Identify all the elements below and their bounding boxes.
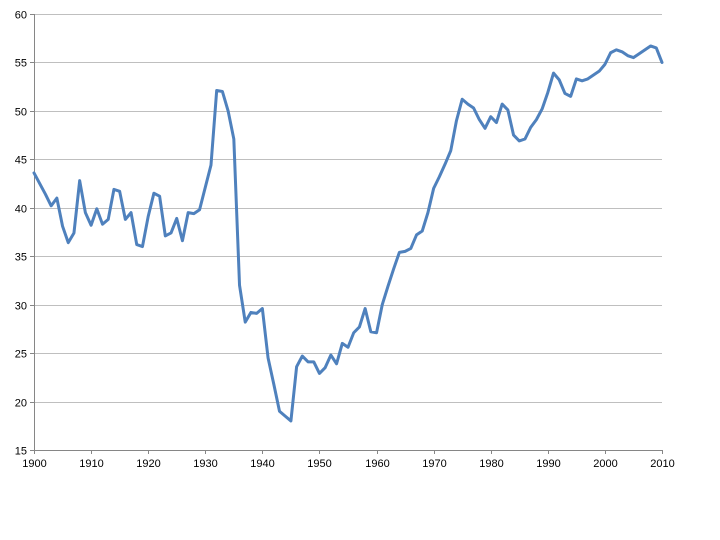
x-tick-label: 1990 — [536, 458, 560, 470]
y-tick-label: 55 — [15, 58, 27, 70]
y-tick-label: 20 — [15, 398, 27, 410]
x-tick-label: 1930 — [193, 458, 217, 470]
x-tick-label: 1970 — [422, 458, 446, 470]
grid-lines — [34, 14, 662, 403]
y-tick-label: 15 — [15, 446, 27, 458]
y-tick-label: 25 — [15, 349, 27, 361]
x-tick-label: 1960 — [365, 458, 389, 470]
y-tick-label: 40 — [15, 204, 27, 216]
x-tick-label: 1920 — [136, 458, 160, 470]
y-tick-label: 50 — [15, 107, 27, 119]
series-layer — [32, 44, 664, 423]
x-tick-label: 1940 — [250, 458, 274, 470]
y-tick-label: 35 — [15, 252, 27, 264]
x-axis-ticks: 1900 1910 1920 1930 1940 1950 1960 1970 1980 1990… — [22, 450, 675, 470]
y-tick-label: 30 — [15, 301, 27, 313]
series-line — [32, 44, 664, 423]
y-axis-ticks: 15 20 25 30 35 40 45 50 55 60 — [15, 10, 34, 458]
x-tick-label: 2000 — [593, 458, 617, 470]
x-tick-label: 1900 — [22, 458, 46, 470]
x-tick-label: 1910 — [79, 458, 103, 470]
x-tick-label: 1980 — [479, 458, 503, 470]
y-tick-label: 45 — [15, 155, 27, 167]
y-tick-label: 60 — [15, 10, 27, 22]
x-tick-label: 2010 — [650, 458, 674, 470]
x-tick-label: 1950 — [307, 458, 331, 470]
axes — [34, 14, 662, 451]
